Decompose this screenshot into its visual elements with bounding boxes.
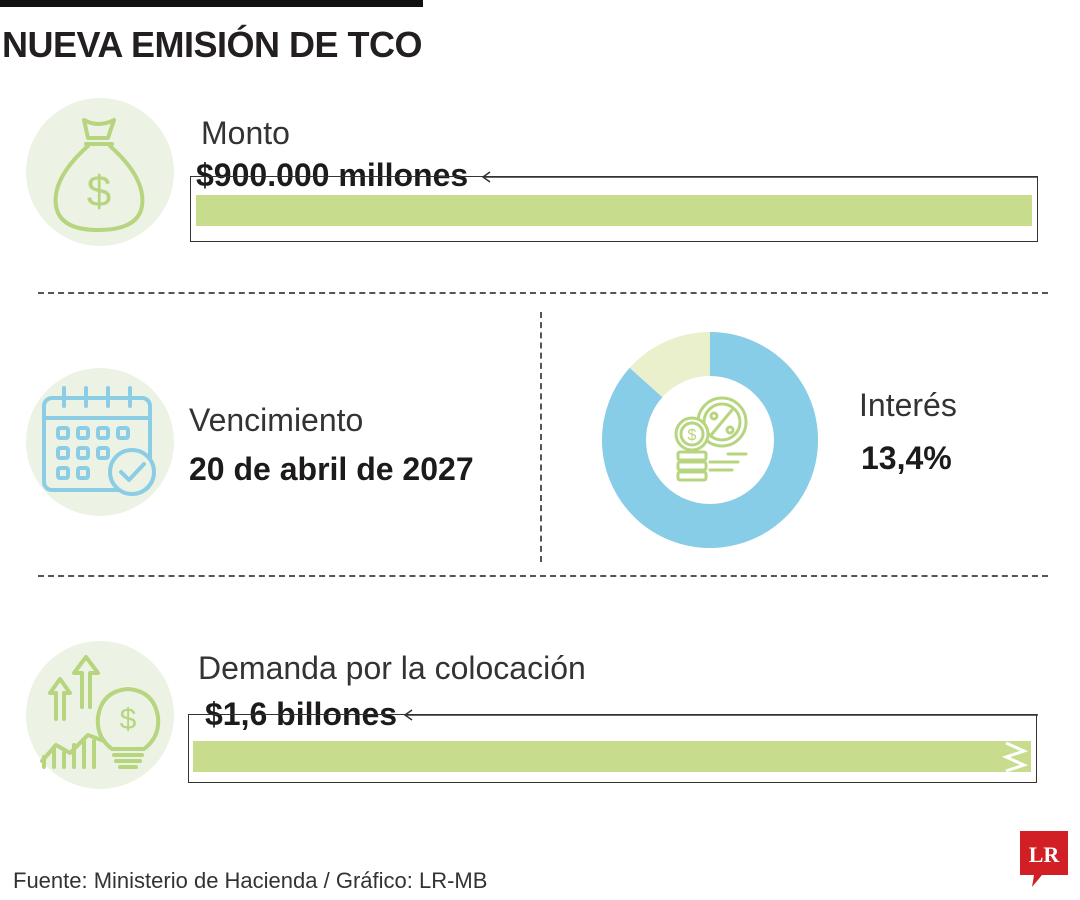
lr-logo: LR	[1020, 831, 1068, 887]
interes-value: 13,4%	[861, 440, 952, 476]
coins-percent-icon	[674, 396, 748, 482]
vencimiento-value: 20 de abril de 2027	[189, 451, 474, 487]
calendar-check-icon	[26, 368, 174, 516]
growth-bulb-icon: $	[26, 641, 174, 789]
interest-donut: $	[602, 332, 818, 548]
bar-break-marker	[1001, 741, 1029, 772]
svg-text:LR: LR	[1029, 842, 1061, 867]
vencimiento-label: Vencimiento	[189, 402, 364, 438]
page-title: NUEVA EMISIÓN DE TCO	[2, 24, 423, 65]
svg-text:$: $	[688, 427, 697, 444]
svg-text:$: $	[87, 167, 111, 216]
interes-label: Interés	[859, 387, 957, 423]
monto-pointer-arrow	[481, 171, 1038, 183]
divider-top	[38, 292, 1048, 294]
divider-vertical	[540, 312, 542, 562]
top-rule	[0, 0, 423, 7]
demanda-bar	[193, 741, 1031, 772]
monto-label: Monto	[201, 115, 290, 151]
svg-text:$: $	[120, 703, 137, 736]
monto-bar	[196, 195, 1032, 226]
demanda-pointer-arrow	[403, 709, 1038, 721]
demanda-label: Demanda por la colocación	[198, 650, 586, 686]
divider-bottom	[38, 575, 1048, 577]
money-bag-icon: $	[26, 98, 174, 246]
monto-value: $900.000 millones	[196, 157, 469, 193]
donut-interest-share	[602, 332, 818, 548]
source-note: Fuente: Ministerio de Hacienda / Gráfico…	[13, 868, 488, 893]
